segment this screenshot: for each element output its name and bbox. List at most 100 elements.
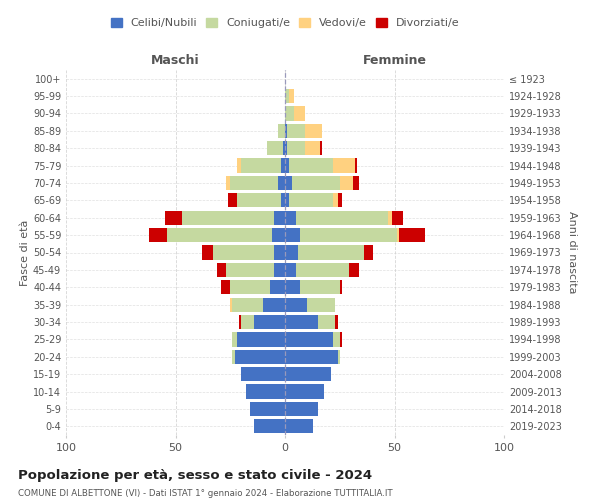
Text: Maschi: Maschi xyxy=(151,54,200,68)
Bar xyxy=(285,402,318,416)
Bar xyxy=(285,176,292,190)
Bar xyxy=(305,141,320,156)
Bar xyxy=(285,124,287,138)
Bar xyxy=(250,402,285,416)
Bar xyxy=(285,367,331,382)
Bar xyxy=(333,332,340,346)
Bar xyxy=(285,89,289,103)
Bar xyxy=(230,176,278,190)
Bar xyxy=(292,176,340,190)
Bar xyxy=(285,419,313,434)
Bar xyxy=(285,280,301,294)
Bar xyxy=(335,315,338,329)
Bar xyxy=(285,210,296,225)
Bar xyxy=(388,210,392,225)
Bar xyxy=(167,228,272,242)
Bar xyxy=(301,228,397,242)
Bar xyxy=(285,193,289,208)
Bar xyxy=(285,263,296,277)
Bar xyxy=(235,350,285,364)
Bar xyxy=(294,106,305,120)
Bar xyxy=(333,193,338,208)
Bar xyxy=(318,315,335,329)
Bar xyxy=(307,298,335,312)
Bar xyxy=(226,176,230,190)
Text: COMUNE DI ALBETTONE (VI) - Dati ISTAT 1° gennaio 2024 - Elaborazione TUTTITALIA.: COMUNE DI ALBETTONE (VI) - Dati ISTAT 1°… xyxy=(18,489,392,498)
Bar xyxy=(278,176,285,190)
Bar xyxy=(232,350,235,364)
Bar xyxy=(285,246,298,260)
Bar xyxy=(281,193,285,208)
Bar xyxy=(285,384,325,398)
Bar xyxy=(272,228,285,242)
Bar xyxy=(289,193,333,208)
Bar xyxy=(232,298,263,312)
Bar xyxy=(221,280,230,294)
Bar xyxy=(245,384,285,398)
Text: Femmine: Femmine xyxy=(362,54,427,68)
Bar xyxy=(274,246,285,260)
Bar xyxy=(269,280,285,294)
Bar xyxy=(289,89,294,103)
Bar xyxy=(340,176,353,190)
Bar xyxy=(274,263,285,277)
Bar xyxy=(338,350,340,364)
Bar xyxy=(285,350,338,364)
Bar xyxy=(263,298,285,312)
Bar xyxy=(349,263,359,277)
Bar xyxy=(149,228,167,242)
Text: Popolazione per età, sesso e stato civile - 2024: Popolazione per età, sesso e stato civil… xyxy=(18,469,372,482)
Bar xyxy=(283,141,285,156)
Bar xyxy=(289,158,333,172)
Bar xyxy=(287,124,305,138)
Bar xyxy=(239,315,241,329)
Bar xyxy=(213,246,274,260)
Bar xyxy=(287,141,305,156)
Bar xyxy=(285,228,301,242)
Bar xyxy=(285,106,294,120)
Bar xyxy=(296,263,349,277)
Bar xyxy=(364,246,373,260)
Bar xyxy=(254,315,285,329)
Bar xyxy=(301,280,340,294)
Bar xyxy=(237,158,241,172)
Bar xyxy=(399,228,425,242)
Bar xyxy=(355,158,357,172)
Bar xyxy=(202,246,213,260)
Bar xyxy=(285,141,287,156)
Bar xyxy=(237,332,285,346)
Bar xyxy=(281,158,285,172)
Bar xyxy=(226,263,274,277)
Legend: Celibi/Nubili, Coniugati/e, Vedovi/e, Divorziati/e: Celibi/Nubili, Coniugati/e, Vedovi/e, Di… xyxy=(106,14,464,33)
Bar xyxy=(340,332,342,346)
Bar xyxy=(392,210,403,225)
Bar xyxy=(164,210,182,225)
Bar xyxy=(241,315,254,329)
Bar xyxy=(285,332,333,346)
Bar xyxy=(298,246,364,260)
Bar xyxy=(285,158,289,172)
Y-axis label: Fasce di età: Fasce di età xyxy=(20,220,30,286)
Bar xyxy=(285,315,318,329)
Bar xyxy=(237,193,281,208)
Bar xyxy=(320,141,322,156)
Bar xyxy=(228,193,237,208)
Bar xyxy=(241,367,285,382)
Bar xyxy=(268,141,283,156)
Bar xyxy=(285,298,307,312)
Bar xyxy=(230,298,232,312)
Bar xyxy=(217,263,226,277)
Bar xyxy=(353,176,359,190)
Bar xyxy=(274,210,285,225)
Bar xyxy=(333,158,355,172)
Bar xyxy=(296,210,388,225)
Bar xyxy=(305,124,322,138)
Bar xyxy=(254,419,285,434)
Bar xyxy=(241,158,281,172)
Y-axis label: Anni di nascita: Anni di nascita xyxy=(567,211,577,294)
Bar xyxy=(232,332,237,346)
Bar xyxy=(278,124,285,138)
Bar xyxy=(338,193,342,208)
Bar xyxy=(230,280,269,294)
Bar xyxy=(340,280,342,294)
